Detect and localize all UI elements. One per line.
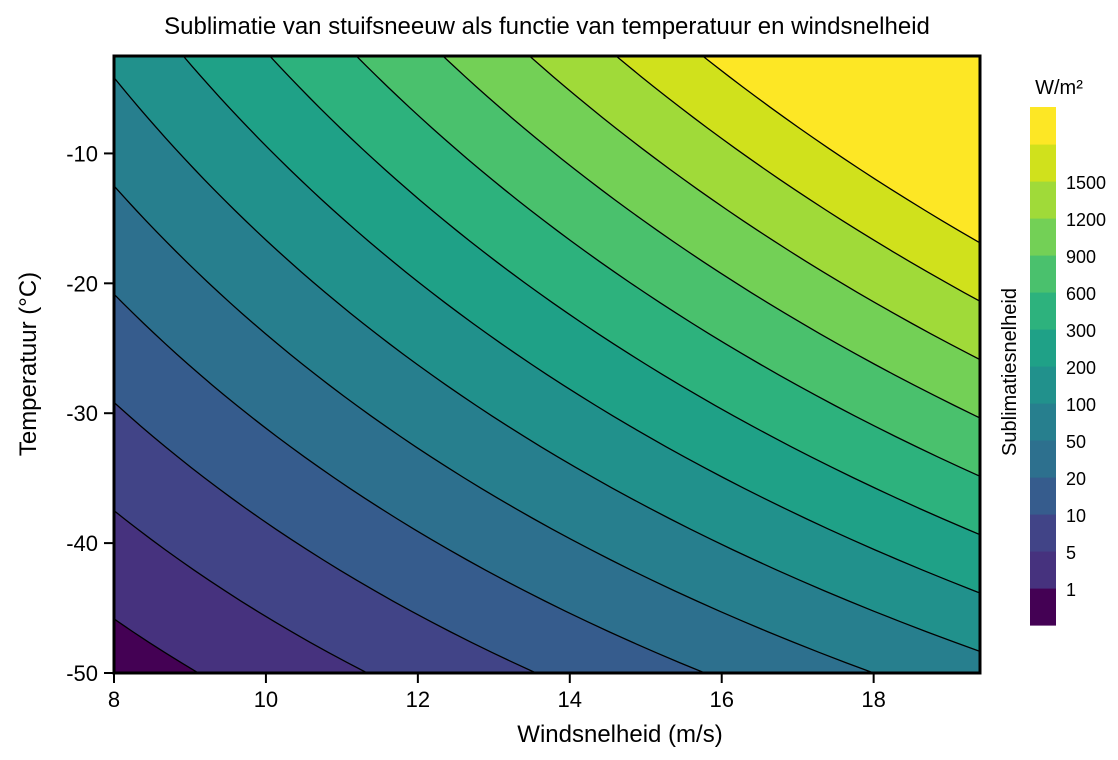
x-tick-label: 8	[108, 687, 120, 712]
x-axis-title: Windsnelheid (m/s)	[517, 721, 722, 748]
y-tick-label: -20	[66, 271, 98, 296]
contour-line-3	[114, 401, 537, 673]
colorbar-label: 10	[1066, 506, 1086, 526]
contour-line-11	[529, 56, 980, 361]
x-tick-label: 18	[861, 687, 885, 712]
colorbar-label: 20	[1066, 469, 1086, 489]
colorbar-swatch-4	[1030, 440, 1056, 478]
colorbar-label: 1	[1066, 580, 1076, 600]
x-tick-label: 12	[406, 687, 430, 712]
colorbar-label: 200	[1066, 358, 1096, 378]
contour-fill-layer	[114, 56, 980, 673]
x-tick-label: 16	[709, 687, 733, 712]
colorbar-swatch-13	[1030, 107, 1056, 145]
contour-line-10	[442, 56, 980, 419]
colorbar-swatch-6	[1030, 366, 1056, 404]
colorbar-swatch-1	[1030, 551, 1056, 589]
contour-line-layer	[114, 56, 980, 673]
y-axis: -10 -20 -30 -40 -50	[66, 141, 114, 686]
contour-line-12	[615, 56, 980, 303]
x-tick-label: 14	[558, 687, 582, 712]
y-tick-label: -10	[66, 141, 98, 166]
colorbar-label: 600	[1066, 284, 1096, 304]
colorbar-label: 100	[1066, 395, 1096, 415]
colorbar-swatch-0	[1030, 588, 1056, 626]
colorbar-swatch-2	[1030, 514, 1056, 552]
contour-line-5	[114, 184, 874, 673]
colorbar: 1 5 10 20 50 100 200 300 600 900 1200 1500	[1030, 107, 1106, 626]
contour-band-13	[702, 56, 980, 243]
contour-line-6	[114, 76, 980, 653]
x-tick-label: 10	[254, 687, 278, 712]
contour-line-9	[355, 56, 980, 478]
colorbar-label: 50	[1066, 432, 1086, 452]
contour-line-2	[114, 509, 368, 673]
colorbar-swatch-12	[1030, 144, 1056, 182]
colorbar-title: Sublimatiesnelheid	[999, 288, 1021, 456]
colorbar-swatch-10	[1030, 218, 1056, 256]
colorbar-label: 5	[1066, 543, 1076, 563]
contour-line-13	[702, 56, 980, 244]
x-axis: 8 10 12 14 16 18	[108, 673, 886, 712]
colorbar-swatch-7	[1030, 329, 1056, 367]
y-tick-label: -40	[66, 531, 98, 556]
colorbar-swatch-3	[1030, 477, 1056, 515]
colorbar-label: 1200	[1066, 210, 1106, 230]
y-tick-label: -30	[66, 401, 98, 426]
colorbar-unit: W/m²	[1035, 77, 1083, 99]
contour-line-4	[114, 293, 706, 673]
colorbar-swatch-9	[1030, 255, 1056, 293]
contour-line-7	[182, 56, 980, 594]
plot-frame	[112, 54, 982, 675]
y-tick-label: -50	[66, 661, 98, 686]
colorbar-swatch-8	[1030, 292, 1056, 330]
colorbar-swatch-5	[1030, 403, 1056, 441]
colorbar-label: 300	[1066, 321, 1096, 341]
contour-line-8	[269, 56, 980, 536]
y-axis-title: Temperatuur (°C)	[15, 272, 42, 456]
colorbar-swatch-11	[1030, 181, 1056, 219]
colorbar-label: 900	[1066, 247, 1096, 267]
colorbar-label: 1500	[1066, 173, 1106, 193]
chart-title: Sublimatie van stuifsneeuw als functie v…	[164, 13, 930, 40]
